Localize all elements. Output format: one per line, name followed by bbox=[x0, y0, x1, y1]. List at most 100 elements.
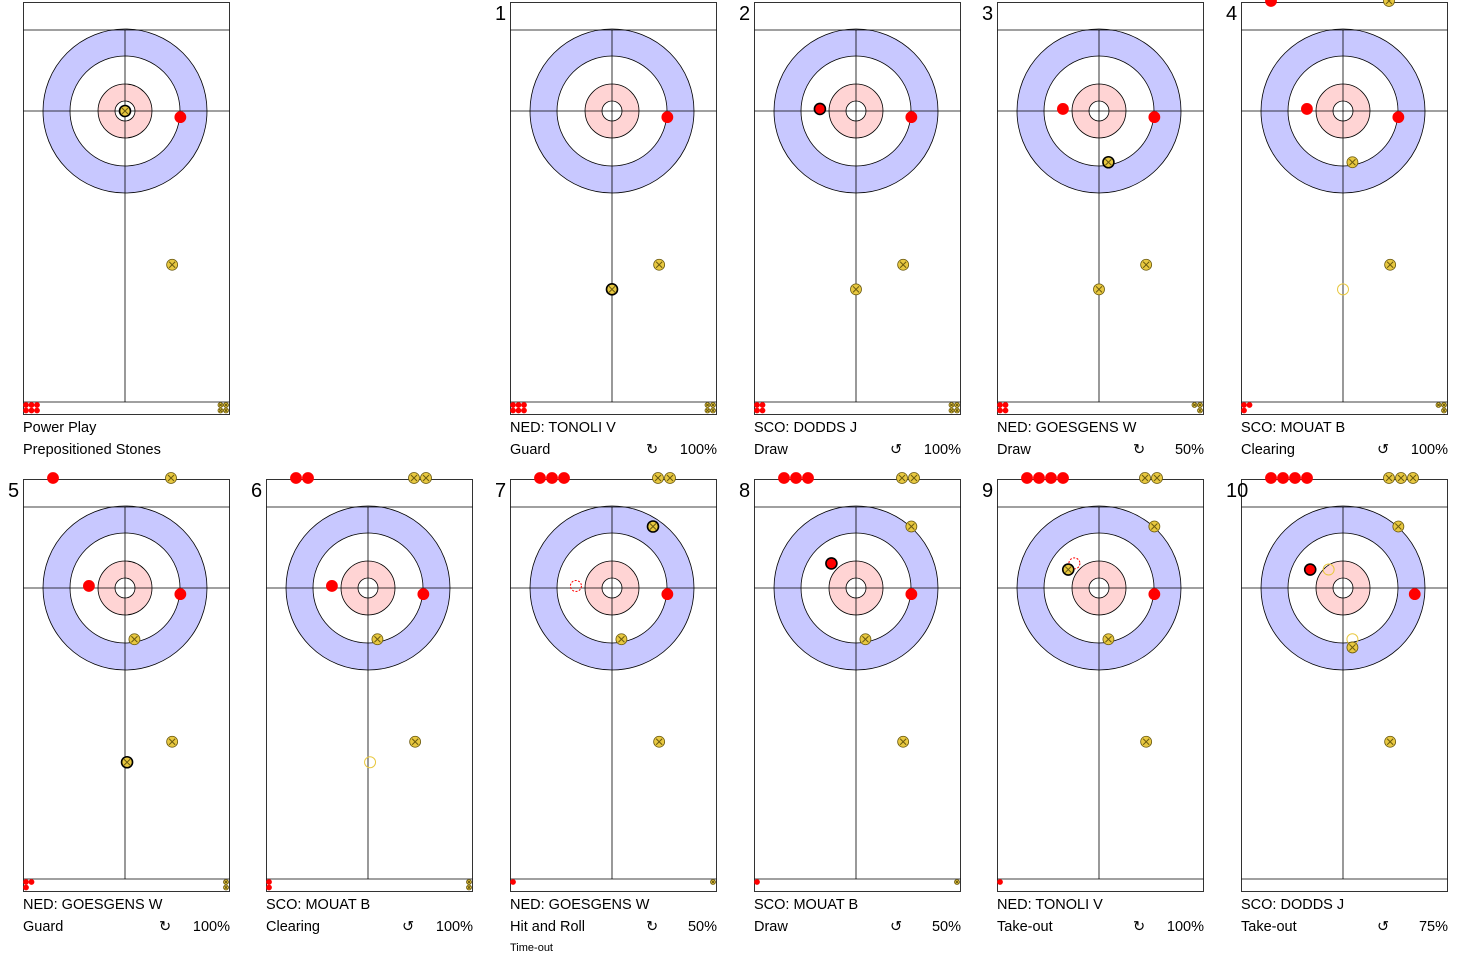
rotation-icon: ↻ bbox=[159, 919, 172, 935]
yellow-stone bbox=[166, 258, 179, 271]
shot-type-label: Guard bbox=[23, 919, 64, 935]
red-stone bbox=[515, 402, 522, 408]
shot-number: 5 bbox=[8, 480, 20, 502]
yellow-stone bbox=[1102, 155, 1115, 169]
yellow-stone bbox=[710, 402, 716, 408]
rotation-icon: ↺ bbox=[890, 442, 903, 458]
shot-percentage: 50% bbox=[1174, 442, 1204, 458]
red-stone bbox=[23, 879, 29, 885]
shot-type-label: Clearing bbox=[1241, 442, 1295, 458]
yellow-stone bbox=[166, 735, 179, 748]
yellow-stone bbox=[1441, 402, 1447, 408]
yellow-stone bbox=[364, 756, 377, 769]
sheet-diagram bbox=[1241, 472, 1448, 892]
red-stone bbox=[1057, 472, 1069, 484]
team-player-label: NED: TONOLI V bbox=[510, 420, 616, 436]
shot-type-label: Guard bbox=[510, 442, 551, 458]
shot-percentage: 100% bbox=[679, 442, 717, 458]
yellow-stone bbox=[948, 407, 955, 414]
red-stone bbox=[1392, 111, 1405, 124]
yellow-stone bbox=[120, 755, 134, 769]
end-panel: 10 SCO: DODDS J Take-out ↺ 75% bbox=[1226, 472, 1458, 959]
yellow-stone bbox=[1384, 735, 1397, 748]
red-stone bbox=[759, 402, 766, 408]
red-stone bbox=[546, 472, 558, 484]
sheet-diagram bbox=[23, 2, 230, 415]
sheet-diagram bbox=[510, 2, 717, 415]
yellow-stone bbox=[1140, 735, 1153, 748]
yellow-stone bbox=[118, 104, 132, 118]
red-stone bbox=[28, 407, 35, 414]
red-stone bbox=[1408, 588, 1421, 601]
yellow-stone bbox=[948, 402, 955, 408]
yellow-stone bbox=[408, 472, 420, 484]
yellow-stone bbox=[897, 735, 910, 748]
yellow-stone bbox=[908, 472, 920, 484]
red-stone bbox=[34, 407, 40, 414]
yellow-stone bbox=[128, 633, 141, 646]
yellow-stone bbox=[1337, 283, 1349, 296]
yellow-stone bbox=[710, 407, 716, 414]
yellow-stone bbox=[653, 735, 666, 748]
red-stone bbox=[1241, 402, 1247, 408]
red-stone bbox=[28, 879, 35, 885]
red-stone bbox=[1148, 588, 1161, 601]
red-stone bbox=[266, 879, 272, 885]
end-panel: 8 SCO: MOUAT B Draw ↺ 50% bbox=[739, 472, 999, 959]
red-stone bbox=[754, 879, 760, 885]
red-stone bbox=[302, 472, 314, 484]
yellow-stone bbox=[1384, 258, 1397, 271]
sheet-diagram bbox=[754, 2, 961, 415]
red-stone bbox=[290, 472, 302, 484]
yellow-stone bbox=[653, 258, 666, 271]
rotation-icon: ↺ bbox=[1377, 919, 1390, 935]
shot-number: 7 bbox=[495, 480, 507, 502]
yellow-stone bbox=[1191, 402, 1198, 408]
shot-type-label: Draw bbox=[754, 442, 788, 458]
rotation-icon: ↻ bbox=[646, 919, 659, 935]
yellow-stone bbox=[1102, 633, 1115, 646]
yellow-stone bbox=[1407, 472, 1419, 484]
shot-percentage: 100% bbox=[1410, 442, 1448, 458]
yellow-stone bbox=[223, 884, 229, 891]
red-stone bbox=[23, 884, 29, 891]
yellow-stone bbox=[652, 472, 664, 484]
yellow-stone bbox=[897, 258, 910, 271]
shot-number: 1 bbox=[495, 3, 507, 25]
shot-number: 3 bbox=[982, 3, 994, 25]
yellow-stone bbox=[1140, 258, 1153, 271]
shot-type-label: Draw bbox=[997, 442, 1031, 458]
team-player-label: SCO: MOUAT B bbox=[754, 897, 859, 913]
rotation-icon: ↻ bbox=[646, 442, 659, 458]
shot-type-label: Take-out bbox=[1241, 919, 1297, 935]
red-stone bbox=[1002, 407, 1009, 414]
sheet-diagram bbox=[266, 472, 473, 892]
rotation-icon: ↺ bbox=[402, 919, 415, 935]
team-player-label: SCO: DODDS J bbox=[754, 420, 858, 436]
red-stone bbox=[905, 588, 918, 601]
rotation-icon: ↻ bbox=[1133, 442, 1146, 458]
sheet-diagram bbox=[510, 472, 717, 892]
yellow-stone bbox=[217, 402, 224, 408]
red-stone bbox=[1002, 402, 1009, 408]
red-stone bbox=[23, 407, 29, 414]
shot-percentage: 100% bbox=[923, 442, 961, 458]
end-panel: 3 NED: GOESGENS W Draw ↻ 50% bbox=[982, 2, 1242, 482]
end-panel: 9 NED: TONOLI V Take-out ↻ 100% bbox=[982, 472, 1242, 959]
shot-type-label: Take-out bbox=[997, 919, 1053, 935]
red-stone bbox=[47, 472, 59, 484]
red-stone bbox=[1303, 563, 1317, 576]
yellow-stone bbox=[420, 472, 432, 484]
red-stone bbox=[1277, 472, 1289, 484]
red-stone bbox=[174, 588, 187, 601]
sheet-diagram bbox=[997, 472, 1204, 892]
red-stone bbox=[83, 580, 95, 592]
shot-number: 4 bbox=[1226, 3, 1238, 25]
shot-type-label: Prepositioned Stones bbox=[23, 442, 161, 458]
yellow-stone bbox=[1061, 563, 1075, 576]
shot-type-label: Clearing bbox=[266, 919, 320, 935]
red-stone bbox=[661, 588, 674, 601]
red-stone bbox=[23, 402, 29, 408]
yellow-stone bbox=[1441, 407, 1447, 414]
red-stone bbox=[1265, 472, 1277, 484]
